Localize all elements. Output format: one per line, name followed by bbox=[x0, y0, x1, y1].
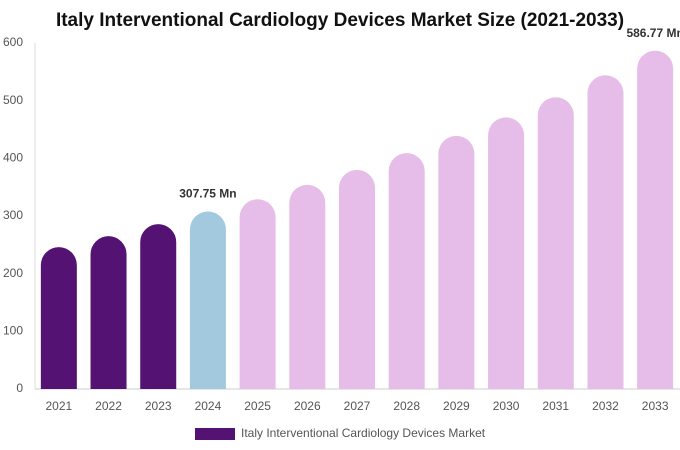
x-tick-label: 2024 bbox=[195, 399, 222, 413]
bar bbox=[189, 211, 226, 389]
y-tick-label: 300 bbox=[3, 208, 23, 222]
bar bbox=[587, 75, 624, 389]
bar bbox=[339, 169, 375, 389]
bar bbox=[637, 50, 674, 389]
x-tick-label: 2023 bbox=[145, 399, 172, 413]
y-tick-label: 100 bbox=[3, 324, 23, 338]
y-tick-label: 500 bbox=[3, 93, 23, 107]
value-label: 307.75 Mn bbox=[179, 187, 236, 201]
bar bbox=[40, 247, 77, 389]
bar bbox=[488, 117, 525, 389]
legend-swatch bbox=[195, 428, 235, 440]
x-tick-label: 2029 bbox=[443, 399, 470, 413]
value-label: 586.77 Mn bbox=[626, 26, 680, 40]
bar bbox=[90, 236, 127, 389]
x-tick-label: 2028 bbox=[393, 399, 420, 413]
y-tick-label: 200 bbox=[3, 266, 23, 280]
y-tick-label: 600 bbox=[3, 35, 23, 49]
bar bbox=[537, 97, 574, 389]
legend-label: Italy Interventional Cardiology Devices … bbox=[241, 426, 486, 440]
y-tick-label: 400 bbox=[3, 151, 23, 165]
bar bbox=[289, 184, 326, 389]
y-tick-label: 0 bbox=[16, 381, 23, 395]
x-tick-label: 2025 bbox=[244, 399, 271, 413]
bar bbox=[388, 153, 425, 389]
x-tick-label: 2021 bbox=[45, 399, 72, 413]
x-tick-label: 2031 bbox=[542, 399, 569, 413]
chart-title: Italy Interventional Cardiology Devices … bbox=[56, 10, 624, 31]
x-tick-label: 2022 bbox=[95, 399, 122, 413]
bar bbox=[438, 135, 475, 389]
x-tick-label: 2026 bbox=[294, 399, 321, 413]
x-tick-label: 2027 bbox=[344, 399, 371, 413]
x-tick-label: 2030 bbox=[493, 399, 520, 413]
bar bbox=[140, 224, 177, 389]
bar bbox=[239, 199, 276, 389]
x-tick-label: 2032 bbox=[592, 399, 619, 413]
x-tick-label: 2033 bbox=[642, 399, 669, 413]
